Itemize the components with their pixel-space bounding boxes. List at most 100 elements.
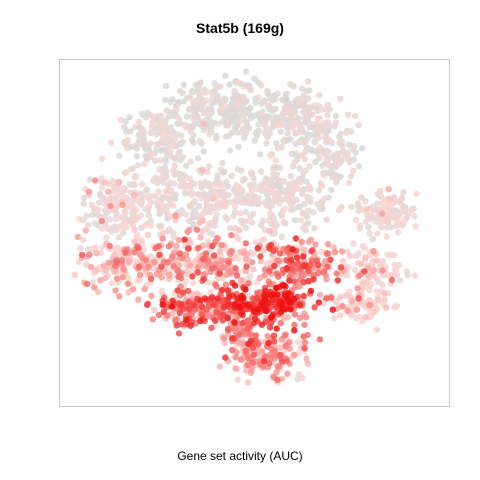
data-point: [182, 277, 189, 285]
data-point: [256, 151, 264, 158]
data-point: [299, 152, 306, 159]
data-point: [159, 131, 166, 138]
data-point: [200, 262, 208, 269]
data-point: [266, 281, 273, 288]
data-point: [97, 277, 104, 284]
data-point: [294, 338, 302, 345]
data-point: [220, 335, 227, 342]
data-point: [231, 119, 238, 126]
data-point: [220, 264, 227, 271]
data-point: [235, 235, 242, 243]
data-point: [347, 128, 355, 135]
data-point: [332, 112, 340, 120]
data-point: [288, 112, 295, 119]
data-point: [100, 262, 108, 269]
data-point: [71, 271, 79, 278]
data-point: [273, 325, 280, 332]
data-point: [337, 294, 344, 301]
data-point: [190, 301, 197, 309]
data-point: [130, 286, 137, 293]
data-point: [119, 274, 127, 281]
data-point: [207, 89, 215, 96]
data-point: [186, 95, 194, 102]
data-point: [131, 173, 138, 181]
data-point: [277, 178, 284, 185]
data-point: [107, 202, 114, 210]
data-point: [242, 130, 250, 137]
data-point: [148, 292, 155, 300]
data-point: [282, 343, 289, 350]
data-point: [390, 212, 397, 219]
data-point: [265, 217, 273, 224]
data-point: [92, 267, 99, 274]
data-point: [121, 220, 128, 227]
data-point: [228, 232, 235, 239]
data-point: [391, 261, 398, 269]
data-point: [383, 224, 391, 231]
data-point: [224, 183, 232, 190]
data-point: [180, 289, 187, 296]
data-point: [183, 162, 190, 169]
data-point: [113, 190, 121, 197]
data-point: [296, 99, 303, 107]
data-point: [195, 244, 202, 251]
data-point: [247, 330, 254, 338]
data-point: [238, 276, 245, 284]
data-point: [244, 379, 252, 386]
data-point: [240, 249, 247, 257]
data-point: [131, 249, 138, 256]
data-point: [362, 218, 370, 225]
data-point: [225, 300, 232, 308]
data-point: [131, 226, 138, 233]
data-point: [169, 253, 176, 260]
data-point: [328, 294, 335, 301]
data-point: [323, 148, 330, 155]
data-point: [160, 308, 167, 315]
data-point: [306, 163, 313, 170]
data-point: [155, 311, 163, 319]
data-point: [92, 244, 99, 251]
data-point: [160, 229, 167, 237]
data-point: [311, 304, 318, 311]
data-point: [138, 237, 145, 244]
data-point: [278, 300, 285, 308]
data-point: [162, 194, 169, 201]
data-point: [89, 278, 97, 286]
data-point: [230, 212, 237, 220]
data-point: [257, 253, 264, 260]
data-point: [157, 223, 164, 231]
data-point: [287, 306, 294, 313]
data-point: [353, 306, 361, 313]
data-point: [256, 274, 264, 282]
data-point: [222, 72, 229, 79]
data-point: [240, 82, 247, 90]
data-point: [388, 251, 395, 259]
data-point: [112, 287, 119, 294]
data-point: [259, 299, 266, 306]
data-point: [318, 248, 325, 255]
data-point: [248, 187, 255, 194]
data-point: [176, 250, 183, 257]
data-point: [187, 128, 194, 135]
data-point: [243, 68, 250, 75]
data-point: [201, 109, 208, 117]
data-point: [199, 210, 207, 218]
data-point: [300, 169, 307, 177]
data-point: [252, 197, 259, 204]
data-point: [263, 140, 270, 147]
data-point: [281, 291, 289, 298]
data-point: [187, 158, 194, 165]
data-point: [323, 157, 330, 165]
data-point: [326, 137, 334, 144]
data-point: [202, 250, 210, 257]
data-point: [243, 263, 250, 270]
data-point: [323, 250, 331, 257]
data-point: [333, 270, 340, 277]
data-point: [242, 199, 249, 206]
data-point: [112, 268, 119, 275]
data-point: [313, 120, 321, 127]
data-point: [314, 261, 322, 269]
data-point: [187, 262, 194, 269]
data-point: [239, 125, 247, 132]
data-point: [384, 217, 392, 224]
